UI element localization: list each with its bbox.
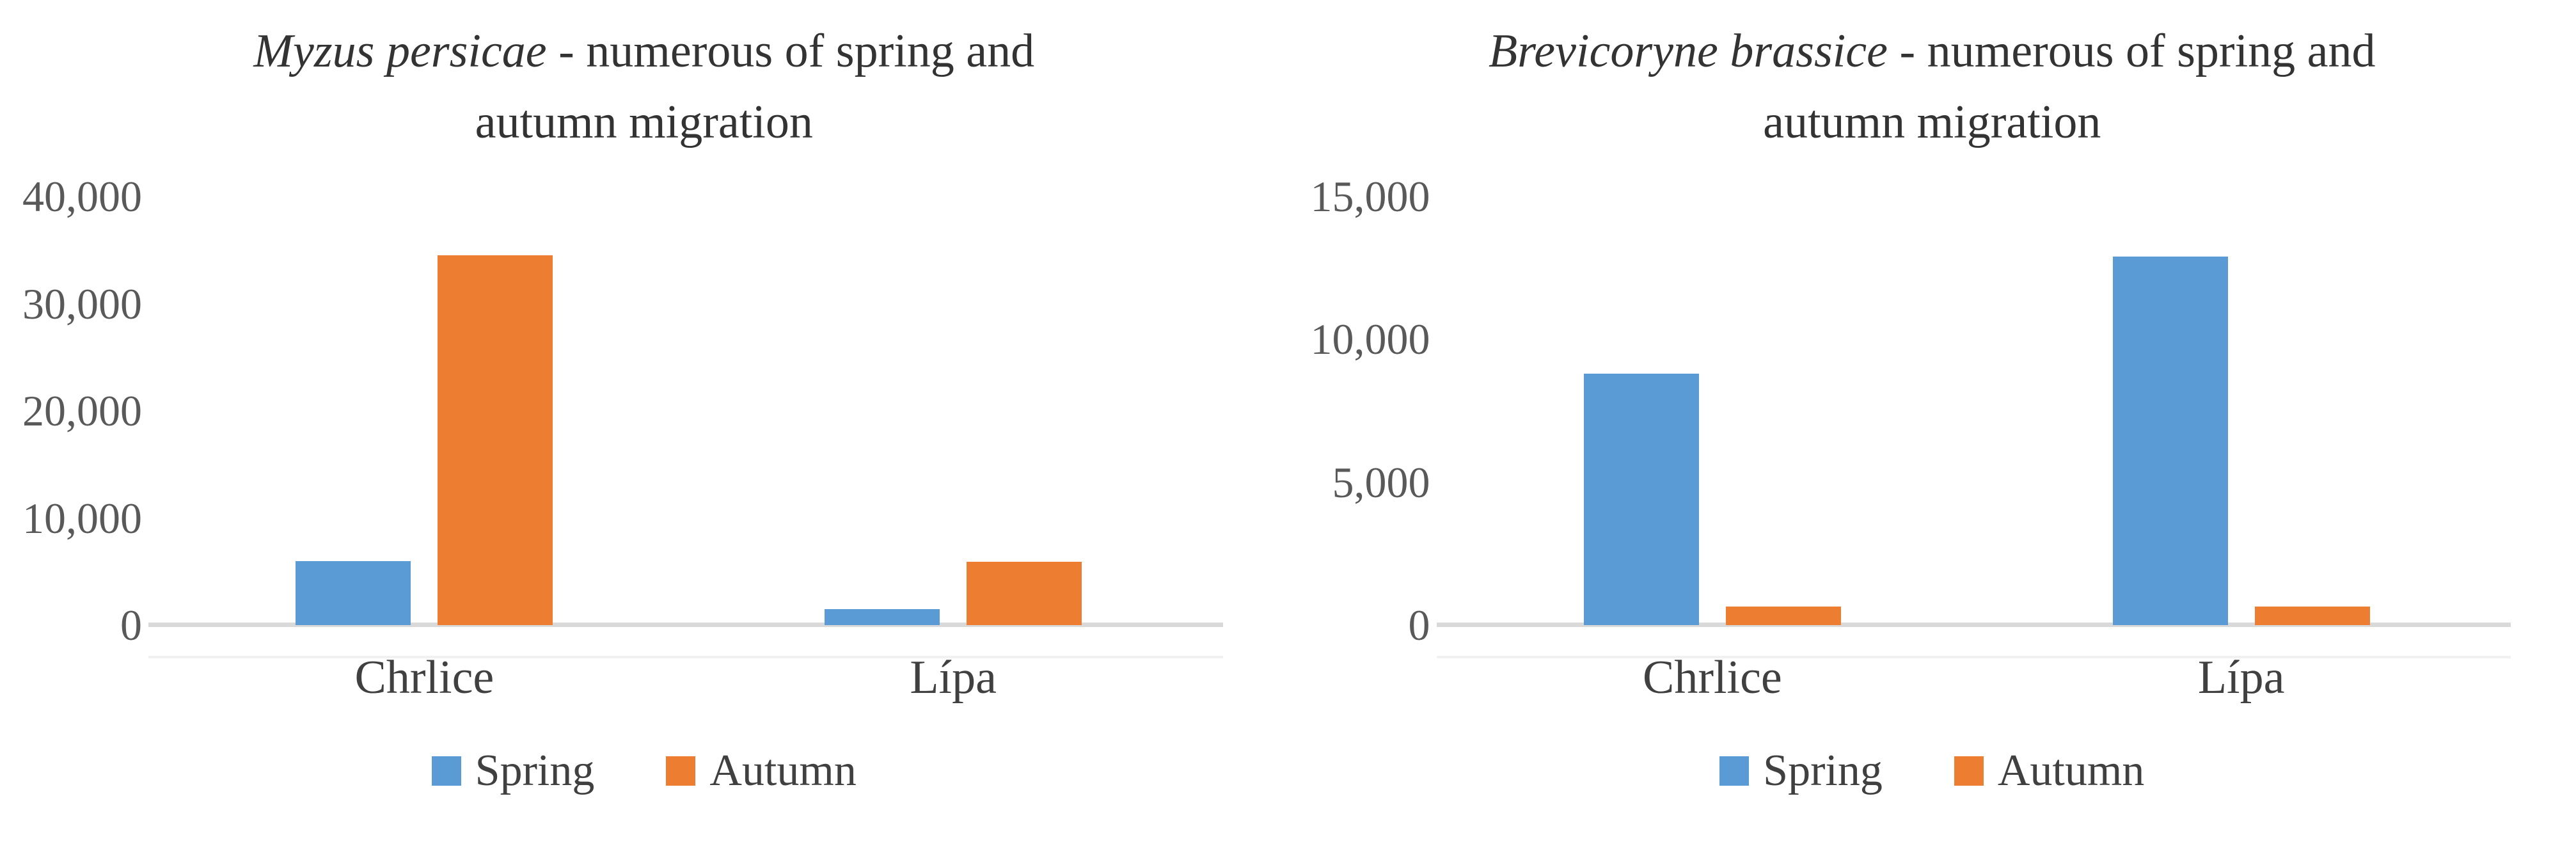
bar-spring-chrlice — [1583, 373, 1699, 625]
y-tick-label: 0 — [1408, 601, 1430, 649]
bar-spring-lípa — [2112, 256, 2228, 625]
bar-spring-lípa — [825, 608, 940, 625]
legend-label: Spring — [475, 746, 595, 796]
y-tick-label: 5,000 — [1332, 457, 1430, 507]
category-label-lípa: Lípa — [2197, 651, 2285, 704]
chart-title-rest: - numerous of spring and autumn migratio… — [1763, 25, 2376, 148]
y-tick-label: 0 — [120, 601, 142, 649]
y-tick-label: 10,000 — [1310, 315, 1430, 364]
legend-item-autumn: Autumn — [1954, 745, 2144, 797]
legend: Spring Autumn — [0, 745, 1288, 797]
bar-spring-chrlice — [296, 560, 411, 625]
plot-wrap: 0 10,000 20,000 30,000 40,000 — [0, 175, 1223, 658]
legend-item-spring: Spring — [431, 745, 595, 797]
legend-label: Autumn — [709, 746, 857, 796]
bar-autumn-lípa — [2254, 606, 2370, 625]
y-tick-label: 40,000 — [22, 172, 142, 221]
legend-item-autumn: Autumn — [666, 745, 857, 797]
category-label-lípa: Lípa — [910, 651, 997, 704]
x-axis-labels: Chrlice Lípa — [1448, 647, 2506, 708]
x-axis-labels: Chrlice Lípa — [160, 647, 1218, 708]
plot-wrap: 0 5,000 10,000 15,000 — [1288, 175, 2511, 658]
y-tick-label: 20,000 — [22, 386, 142, 435]
chart-title: Myzus persicae - numerous of spring and … — [187, 16, 1102, 158]
y-tick-label: 15,000 — [1310, 172, 1430, 221]
legend-swatch-icon — [431, 756, 461, 786]
chart-title-rest: - numerous of spring and autumn migratio… — [475, 25, 1035, 148]
x-axis-line — [1436, 623, 2511, 627]
legend-label: Autumn — [1997, 746, 2145, 796]
legend: Spring Autumn — [1288, 745, 2576, 797]
bar-autumn-chrlice — [1725, 606, 1841, 625]
y-tick-label: 30,000 — [22, 279, 142, 328]
plot-bottom-rule — [1436, 656, 2511, 658]
legend-swatch-icon — [666, 756, 696, 786]
y-axis: 0 10,000 20,000 30,000 40,000 — [0, 175, 160, 647]
chart-brevicoryne-brassice: Brevicoryne brassice - numerous of sprin… — [1288, 0, 2576, 858]
category-group-lípa — [825, 196, 1082, 625]
plot-area — [148, 196, 1223, 658]
legend-swatch-icon — [1719, 756, 1750, 786]
chart-myzus-persicae: Myzus persicae - numerous of spring and … — [0, 16, 1288, 797]
x-axis-line — [148, 623, 1223, 627]
plot-area — [1436, 196, 2511, 658]
y-tick-label: 10,000 — [22, 493, 142, 543]
bar-autumn-lípa — [967, 562, 1082, 625]
category-label-chrlice: Chrlice — [354, 651, 494, 704]
category-group-chrlice — [1583, 196, 1841, 625]
legend-label: Spring — [1763, 746, 1883, 796]
category-label-chrlice: Chrlice — [1642, 651, 1782, 704]
category-group-chrlice — [296, 196, 553, 625]
category-group-lípa — [2112, 196, 2370, 625]
legend-item-spring: Spring — [1719, 745, 1883, 797]
plot-bottom-rule — [148, 656, 1223, 658]
chart-title: Brevicoryne brassice - numerous of sprin… — [1433, 16, 2431, 158]
chart-title-species: Brevicoryne brassice — [1489, 25, 1888, 77]
legend-swatch-icon — [1954, 756, 1984, 786]
chart-title-species: Myzus persicae — [253, 25, 547, 77]
y-axis: 0 5,000 10,000 15,000 — [1288, 175, 1448, 647]
bar-autumn-chrlice — [438, 255, 553, 625]
